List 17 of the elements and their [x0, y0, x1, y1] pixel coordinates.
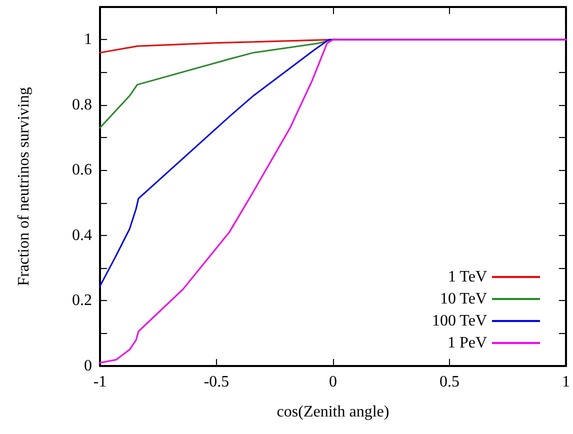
legend-label: 1 PeV	[447, 334, 488, 352]
x-tick-label: 1	[562, 374, 570, 390]
x-tick-label: 0	[329, 374, 337, 390]
legend-label: 1 TeV	[448, 268, 488, 286]
x-axis-title: cos(Zenith angle)	[276, 404, 390, 420]
legend-label: 100 TeV	[432, 312, 488, 330]
y-tick-label: 0	[84, 358, 92, 374]
y-tick-label: 1	[84, 31, 92, 48]
y-tick-label: 0.2	[72, 292, 92, 310]
y-tick-label: 0.4	[72, 226, 92, 244]
y-tick-label: 0.8	[72, 96, 92, 114]
x-tick-label: 0.5	[440, 374, 460, 390]
y-tick-label: 0.6	[72, 162, 92, 179]
x-tick-label: -1	[93, 374, 107, 390]
x-tick-label: -0.5	[204, 374, 230, 390]
y-axis-title: Fraction of neutrinos surviving	[16, 87, 32, 286]
legend-label: 10 TeV	[440, 290, 488, 308]
